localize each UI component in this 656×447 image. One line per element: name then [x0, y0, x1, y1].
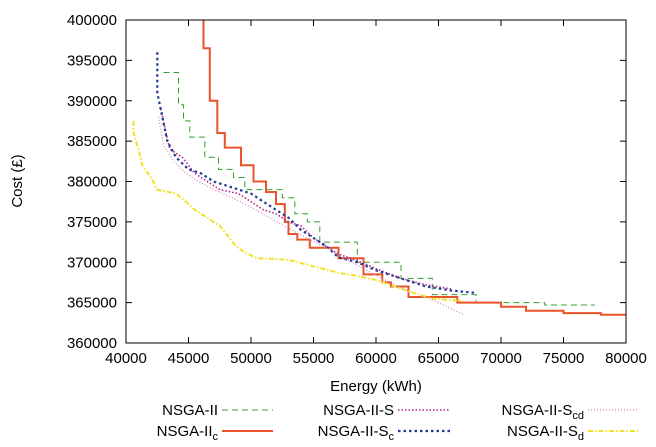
y-tick-label: 365000 — [67, 295, 117, 312]
x-tick-label: 80000 — [605, 350, 647, 367]
y-tick-label: 370000 — [67, 254, 117, 271]
legend-label-4: NSGA-II-Scd — [502, 402, 584, 422]
x-tick-label: 55000 — [293, 350, 335, 367]
plot-frame — [125, 19, 627, 344]
x-axis-label: Energy (kWh) — [330, 378, 422, 395]
legend-label-5: NSGA-II-Sd — [507, 423, 584, 443]
legend-label-1: NSGA-IIc — [157, 423, 219, 443]
y-tick-label: 360000 — [67, 335, 117, 352]
y-tick-label: 380000 — [67, 174, 117, 191]
legend-label-2: NSGA-II-S — [323, 402, 394, 419]
x-tick-label: 40000 — [105, 350, 147, 367]
series-line-2 — [160, 108, 452, 290]
legend-label-0: NSGA-II — [162, 402, 218, 419]
x-tick-label: 60000 — [355, 350, 397, 367]
x-tick-label: 50000 — [230, 350, 272, 367]
series-line-5 — [132, 120, 464, 302]
series-line-1 — [202, 20, 626, 316]
series-line-3 — [156, 52, 477, 294]
x-tick-label: 45000 — [168, 350, 210, 367]
legend-label-3: NSGA-II-Sc — [318, 423, 395, 443]
y-tick-label: 400000 — [67, 12, 117, 29]
x-tick-label: 70000 — [480, 350, 522, 367]
x-tick-label: 65000 — [418, 350, 460, 367]
x-tick-label: 75000 — [543, 350, 585, 367]
y-tick-label: 375000 — [67, 214, 117, 231]
y-tick-label: 395000 — [67, 52, 117, 69]
y-axis-label: Cost (£) — [9, 154, 26, 207]
legend: NSGA-II NSGA-IIc NSGA-II-S NSGA-II-Sc NSGA-I… — [157, 402, 638, 443]
y-tick-label: 390000 — [67, 93, 117, 110]
y-tick-label: 385000 — [67, 133, 117, 150]
